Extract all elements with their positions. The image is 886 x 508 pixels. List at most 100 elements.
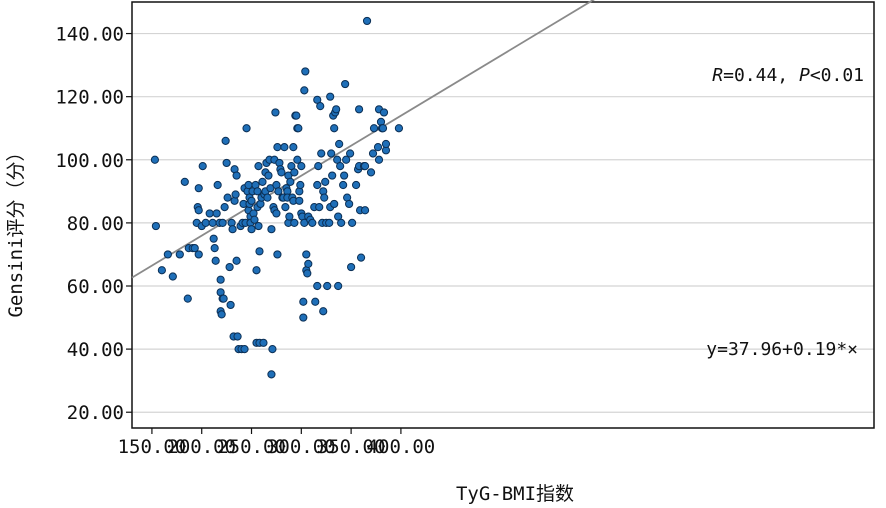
y-axis-title: Gensini评分（分） [5,142,27,317]
data-point [394,124,404,133]
y-tick-label: 20.00 [67,402,124,424]
data-point [150,155,160,164]
data-point [259,338,268,347]
r-value: =0.44, [723,65,799,86]
data-point [274,187,283,196]
x-axis-title: TyG-BMI指数 [456,483,574,505]
data-point [273,143,282,152]
data-point [379,108,389,117]
data-point [334,281,343,291]
data-point [295,196,304,205]
data-point [194,250,203,259]
data-point [221,136,230,145]
data-point [228,225,237,234]
y-tick-label: 140.00 [55,24,124,46]
data-point [222,158,231,168]
data-point [332,105,341,114]
data-point [212,209,221,218]
data-point [205,209,214,218]
data-point [255,247,264,256]
data-point [369,124,379,133]
data-point [303,269,312,278]
data-point [268,345,277,354]
data-point [175,250,184,259]
data-point [242,124,251,133]
data-point [218,218,227,227]
data-point [289,143,298,152]
data-point [368,149,378,158]
data-point [360,161,370,171]
data-point [163,250,172,259]
data-point [354,105,364,114]
data-point [225,262,234,272]
data-point [253,187,262,196]
data-point [272,209,281,218]
data-point [374,155,384,164]
data-point [226,300,235,310]
data-point [313,281,322,291]
data-point [267,370,276,379]
data-point [250,215,259,224]
data-point [201,218,210,227]
data-point [293,155,302,164]
y-tick-label: 80.00 [67,213,124,235]
data-point [220,203,229,212]
x-tick-label: 150.00 [118,436,187,458]
x-tick-label: 350.00 [317,436,386,458]
data-point [211,256,220,265]
data-point [348,218,357,227]
data-point [151,221,161,231]
data-point [294,124,303,133]
data-point [301,67,310,76]
data-point [232,171,241,180]
correlation-annotation: R=0.44, P<0.01 [712,65,864,86]
data-point [290,218,299,227]
data-point [292,111,301,120]
data-point [267,225,276,234]
data-point [313,180,322,190]
data-point [299,313,308,322]
data-point [330,124,339,133]
data-point [296,180,305,190]
data-point [281,203,290,212]
data-point [299,297,308,306]
data-point [258,177,267,186]
data-point [315,203,324,212]
data-point [360,206,370,215]
data-point [319,307,328,316]
data-point [254,221,263,231]
x-tick-label: 250.00 [217,436,286,458]
y-tick-label: 100.00 [55,150,124,172]
data-point [290,168,299,177]
data-point [308,218,317,227]
data-point [337,218,346,227]
data-point [316,102,325,111]
data-point [356,253,366,262]
data-point [325,218,334,227]
data-point [183,294,192,303]
data-point [320,193,329,202]
data-point [233,332,242,341]
y-tick-label: 60.00 [67,276,124,298]
data-point [347,262,356,272]
data-point [217,310,226,319]
data-point [194,206,203,215]
data-point [280,143,289,152]
data-point [168,272,177,281]
x-tick-label: 400.00 [367,436,436,458]
data-point [213,180,222,190]
data-point [340,171,349,180]
regression-equation: y=37.96+0.19*× [706,339,858,360]
data-point [254,161,263,171]
p-value: <0.01 [810,65,864,86]
data-point [330,199,339,209]
data-point [271,108,280,117]
data-point [247,196,256,205]
data-point [300,86,309,95]
fit-line [131,0,595,279]
data-point [180,177,189,186]
data-point [341,79,350,89]
data-point [247,225,256,234]
